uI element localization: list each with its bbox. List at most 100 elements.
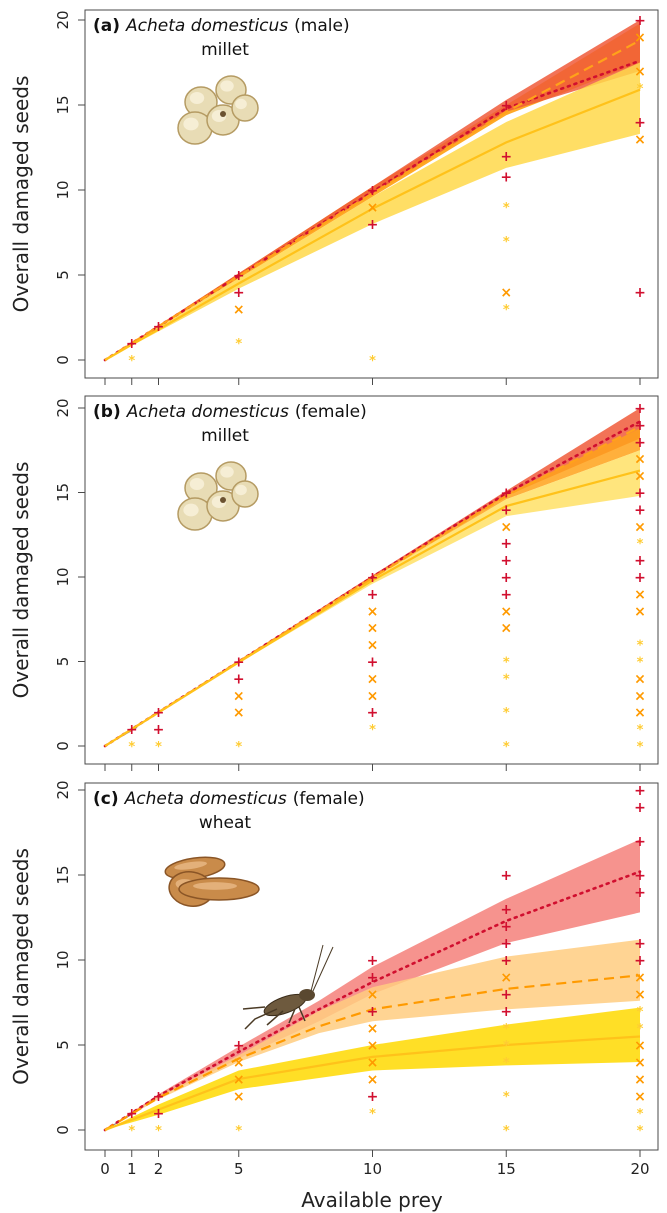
fit-line-solid xyxy=(104,88,641,361)
confidence-band xyxy=(105,450,640,746)
data-point: + xyxy=(153,1089,165,1105)
data-point: × xyxy=(634,1089,646,1105)
confidence-band xyxy=(105,428,640,746)
x-tick-label: 2 xyxy=(154,1160,164,1178)
data-point: × xyxy=(634,970,646,986)
y-tick-label: 0 xyxy=(54,1125,72,1135)
data-point: * xyxy=(128,740,135,755)
data-point: + xyxy=(500,149,512,165)
data-point: + xyxy=(233,268,245,284)
species-name: Acheta domesticus xyxy=(126,402,289,422)
data-point: × xyxy=(367,604,379,620)
y-tick-label: 15 xyxy=(54,483,72,502)
data-point: + xyxy=(367,570,379,586)
data-point: * xyxy=(637,656,644,671)
y-tick-label: 5 xyxy=(54,657,72,667)
data-point: × xyxy=(634,705,646,721)
data-point: * xyxy=(637,537,644,552)
prey-label: millet xyxy=(201,426,249,446)
data-point: × xyxy=(634,604,646,620)
data-point: + xyxy=(367,183,379,199)
panel-b: +*++*++××*++×××+××+*++×++++××****+++××++… xyxy=(54,395,659,771)
x-axis-title: Available prey xyxy=(301,1188,443,1212)
data-point: + xyxy=(367,953,379,969)
data-point: * xyxy=(235,337,242,352)
data-point: + xyxy=(634,783,646,799)
data-point: + xyxy=(500,919,512,935)
y-tick-label: 20 xyxy=(54,780,72,799)
panel-letter: (b) xyxy=(93,402,121,422)
prey-label: wheat xyxy=(199,813,252,833)
data-point: + xyxy=(367,1089,379,1105)
data-point: × xyxy=(634,688,646,704)
prey-label: millet xyxy=(201,40,249,60)
data-point: + xyxy=(634,936,646,952)
data-point: * xyxy=(637,82,644,97)
data-point: + xyxy=(500,98,512,114)
data-point: * xyxy=(128,1124,135,1139)
x-tick-label: 15 xyxy=(497,1160,516,1178)
y-tick-label: 5 xyxy=(54,1040,72,1050)
data-point: * xyxy=(235,1124,242,1139)
y-tick-label: 0 xyxy=(54,741,72,751)
data-point: × xyxy=(500,970,512,986)
x-tick-label: 1 xyxy=(127,1160,137,1178)
data-point: * xyxy=(503,1022,510,1037)
data-point: + xyxy=(367,970,379,986)
x-tick-label: 10 xyxy=(363,1160,382,1178)
confidence-band xyxy=(105,62,640,360)
species-name: Acheta domesticus xyxy=(124,789,287,809)
data-point: + xyxy=(500,587,512,603)
data-point: * xyxy=(637,639,644,654)
data-point: × xyxy=(233,1072,245,1088)
data-point: × xyxy=(367,1072,379,1088)
data-point: + xyxy=(153,705,165,721)
data-point: + xyxy=(126,722,138,738)
data-point: + xyxy=(153,1106,165,1122)
data-point: + xyxy=(367,705,379,721)
sex-label: (male) xyxy=(294,16,349,36)
data-point: + xyxy=(634,953,646,969)
confidence-band xyxy=(105,939,640,1130)
panel-title: (c) Acheta domesticus (female) xyxy=(93,789,365,809)
data-point: * xyxy=(637,740,644,755)
data-point: * xyxy=(128,354,135,369)
data-point: × xyxy=(233,705,245,721)
data-point: + xyxy=(367,655,379,671)
cricket-image xyxy=(242,944,334,1030)
data-point: × xyxy=(500,285,512,301)
y-axis-title: Overall damaged seeds xyxy=(9,848,33,1085)
data-point: + xyxy=(233,285,245,301)
data-point: * xyxy=(369,723,376,738)
data-point: * xyxy=(155,1124,162,1139)
data-point: + xyxy=(233,671,245,687)
data-point: * xyxy=(637,723,644,738)
data-point: × xyxy=(634,519,646,535)
data-point: + xyxy=(500,553,512,569)
data-point: + xyxy=(500,570,512,586)
data-point: + xyxy=(367,1004,379,1020)
panel-letter: (c) xyxy=(93,789,119,809)
fit-line-dashed xyxy=(104,39,641,361)
data-point: + xyxy=(634,486,646,502)
data-point: * xyxy=(155,740,162,755)
data-point: + xyxy=(500,486,512,502)
data-point: * xyxy=(637,1005,644,1020)
data-point: × xyxy=(634,452,646,468)
data-point: × xyxy=(367,688,379,704)
data-point: + xyxy=(634,868,646,884)
data-point: + xyxy=(634,13,646,29)
panel-letter: (a) xyxy=(93,16,120,36)
y-tick-label: 10 xyxy=(54,180,72,199)
x-tick-label: 0 xyxy=(100,1160,110,1178)
data-point: × xyxy=(634,1072,646,1088)
data-point: × xyxy=(500,519,512,535)
fit-line-solid xyxy=(104,1035,641,1132)
data-point: × xyxy=(367,1055,379,1071)
confidence-band xyxy=(105,1007,640,1130)
data-point: * xyxy=(637,1022,644,1037)
data-point: + xyxy=(634,418,646,434)
y-tick-label: 20 xyxy=(54,398,72,417)
data-point: + xyxy=(634,435,646,451)
panel-title: (a) Acheta domesticus (male) xyxy=(93,16,350,36)
